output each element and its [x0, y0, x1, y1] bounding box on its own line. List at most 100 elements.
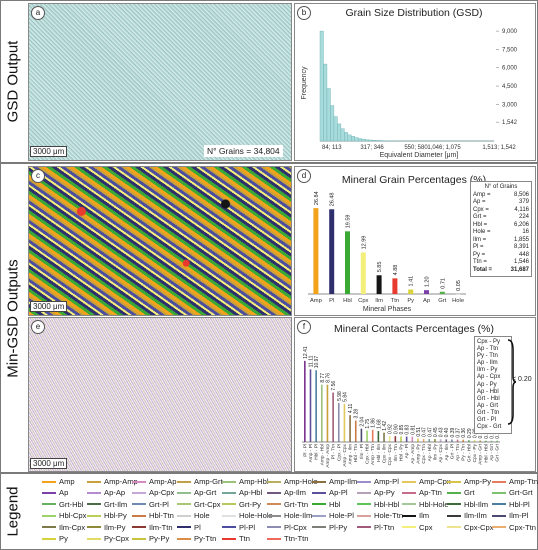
- contacts-pct-value-label: 1.68: [376, 419, 382, 429]
- legend-label-text: Hbl-Ttn: [149, 511, 174, 521]
- legend-label-text: Amp: [59, 477, 75, 486]
- legend-swatch: [447, 514, 461, 517]
- legend-label-text: Grt-Hbl: [59, 499, 84, 509]
- contacts-small-item: Py - Ttn: [477, 353, 498, 360]
- legend-swatch: [177, 503, 191, 506]
- contacts-small-item: Grt - Pl: [477, 417, 496, 424]
- contacts-pct-category-label: Ilm - Ttn: [393, 444, 399, 462]
- grain-pct-bar: [345, 231, 350, 294]
- grain-pct-value-label: 26.84: [314, 191, 320, 205]
- gsd-bar: [333, 116, 338, 142]
- legend-swatch: [87, 537, 101, 540]
- contacts-pct-value-label: 0.83: [405, 425, 411, 435]
- gsd-bar: [326, 88, 331, 142]
- panel-letter-a: a: [31, 6, 45, 20]
- legend-swatch: [357, 491, 371, 494]
- contacts-pct-category-label: Pl - Ttn: [331, 444, 337, 460]
- legend-label-text: Ap-Cpx: [149, 488, 175, 498]
- grains-count-note: N° Grains = 34,804: [204, 145, 283, 157]
- gsd-bar: [351, 136, 355, 142]
- legend-label-text: Ap-Grt: [194, 488, 217, 498]
- grain-pct-value-label: 0.71: [440, 278, 446, 289]
- contacts-pct-category-label: Grt - Hbl: [466, 444, 472, 462]
- legend-item: Hole-Ttn: [357, 511, 403, 520]
- legend-item: Amp: [42, 477, 75, 486]
- legend-item: Grt: [447, 488, 475, 497]
- legend-swatch: [132, 537, 146, 540]
- legend-label-text: Hole-Ilm: [284, 511, 313, 521]
- legend-label-text: Amp-Ap: [149, 477, 177, 486]
- legend-item: Ilm-Py: [87, 523, 126, 532]
- legend-swatch: [402, 526, 416, 529]
- legend-item: Amp-Ap: [132, 477, 176, 486]
- legend-label-text: Hbl-Py: [104, 511, 127, 521]
- contacts-pct-value-label: 3.28: [354, 409, 360, 419]
- gsd-x-axis-label: Equivalent Diameter [μm]: [380, 152, 459, 159]
- grain-pct-chart: Mineral Grain Percentages (%) 26.84 Amp 26.…: [308, 174, 486, 313]
- grain-pct-x-axis-label: Mineral Phases: [363, 306, 412, 313]
- contacts-pct-value-label: 12.41: [303, 346, 309, 359]
- legend-item: Amp-Ilm: [312, 477, 357, 486]
- gsd-y-tick-label: 3,000: [502, 102, 518, 108]
- contacts-pct-category-label: Ap - Cpx: [438, 443, 444, 462]
- legend-swatch: [267, 480, 281, 483]
- legend-label-text: Amp-Hbl: [239, 477, 269, 486]
- legend-item: Hole-Hole: [222, 511, 273, 520]
- legend-label-text: Amp-Pl: [374, 477, 399, 486]
- contacts-small-item: Cpx - Py: [477, 339, 501, 345]
- gsd-y-tick-label: 9,000: [502, 29, 518, 35]
- legend-label-text: Ap-Pl: [329, 488, 348, 498]
- legend-item: Hbl-Cpx: [42, 511, 86, 520]
- contacts-pct-category-label: Grt - Pl: [449, 444, 455, 459]
- contacts-pct-category-label: Amp - Py: [415, 443, 421, 463]
- grain-pct-bar: [424, 290, 429, 294]
- gsd-bar: [375, 140, 380, 142]
- grain-pct-value-label: 26.48: [330, 192, 336, 206]
- grain-pct-category-label: Hole: [452, 298, 464, 304]
- gsd-chart-box: [294, 3, 536, 161]
- gsd-bar: [347, 134, 352, 142]
- contacts-pct-category-label: Ilm - Pl: [359, 444, 365, 459]
- legend-label-text: Pl-Py: [329, 522, 348, 532]
- gsd-bar: [340, 128, 345, 142]
- legend-swatch: [177, 526, 191, 529]
- grain-pct-value-label: 12.99: [361, 236, 367, 250]
- legend-swatch: [357, 503, 371, 506]
- legend-swatch: [42, 503, 56, 506]
- legend-label-text: Ilm-Py: [104, 522, 126, 532]
- legend-label-text: Hole: [194, 511, 210, 521]
- gsd-x-tick-label: 84; 113: [322, 145, 342, 151]
- legend-swatch: [177, 491, 191, 494]
- legend-item: Ilm-Cpx: [42, 523, 85, 532]
- contacts-brace: [507, 339, 516, 425]
- contacts-small-item: Ap - Hbl: [477, 388, 499, 395]
- legend-item: Cpx-Ttn: [492, 523, 536, 532]
- legend-item: Amp-Ttn: [492, 477, 538, 486]
- legend-label-text: Hole-Hole: [239, 511, 273, 521]
- contacts-small-item: Ap - Py: [477, 381, 497, 388]
- grain-pct-category-label: Hbl: [343, 298, 352, 304]
- contacts-pct-category-label: Hbl - Ttn: [353, 444, 359, 463]
- legend-label-text: Hbl: [329, 499, 341, 509]
- legend-item: Pl-Cpx: [267, 523, 307, 532]
- legend-swatch: [132, 514, 146, 517]
- legend-item: Amp-Cpx: [402, 477, 451, 486]
- gsd-y-tick-label: 6,000: [502, 66, 518, 72]
- contacts-pct-title: Mineral Contacts Percentages (%): [334, 323, 494, 335]
- contacts-map-e: [28, 317, 292, 472]
- legend-label-text: Ap-Hbl: [239, 488, 263, 498]
- legend-label-text: Hbl-Ilm: [464, 499, 489, 509]
- legend-swatch: [492, 503, 506, 506]
- grain-pct-category-label: Ap: [423, 298, 430, 304]
- legend-label-text: Hbl-Hbl: [374, 499, 400, 509]
- grain-pct-bar: [376, 275, 382, 294]
- legend-label-text: Ilm-Ttn: [149, 522, 173, 532]
- contacts-pct-category-label: Ap - Hbl: [427, 444, 433, 461]
- contacts-pct-category-label: Amp - Amp: [325, 444, 331, 468]
- legend-label-text: Hbl-Hole: [419, 499, 449, 509]
- legend-item: Ap-Pl: [312, 488, 348, 497]
- legend-swatch: [177, 537, 191, 540]
- grain-pct-category-label: Py: [407, 298, 414, 304]
- contacts-small-item: Ap - Grt: [477, 402, 499, 409]
- legend-swatch: [132, 480, 146, 483]
